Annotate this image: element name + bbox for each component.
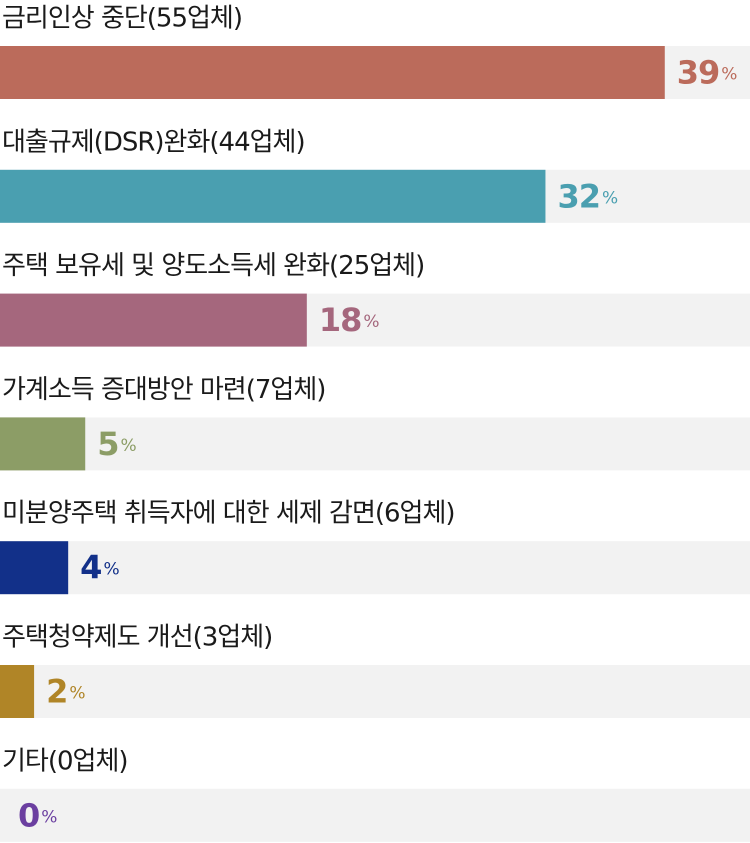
value-number: 5 <box>97 425 118 463</box>
category-label: 가계소득 증대방안 마련(7업체) <box>2 375 325 405</box>
bar <box>0 169 546 223</box>
value-unit: % <box>103 560 119 580</box>
value-unit: % <box>602 188 618 208</box>
value-label: 4% <box>80 549 119 587</box>
value-number: 2 <box>46 673 67 711</box>
value-label: 0% <box>18 796 57 834</box>
category-label: 대출규제(DSR)완화(44업체) <box>2 127 305 157</box>
value-label: 5% <box>97 425 136 463</box>
bar <box>0 541 69 595</box>
category-label: 주택청약제도 개선(3업체) <box>2 623 272 653</box>
value-unit: % <box>69 684 85 704</box>
category-label: 기타(0업체) <box>2 746 128 776</box>
category-label: 미분양주택 취득자에 대한 세제 감면(6업체) <box>2 499 455 529</box>
value-unit: % <box>363 312 379 332</box>
bar-track <box>0 788 750 842</box>
value-unit: % <box>721 65 737 85</box>
bar-track <box>0 541 750 595</box>
value-number: 0 <box>18 796 39 834</box>
category-label: 주택 보유세 및 양도소득세 완화(25업체) <box>2 251 424 281</box>
value-label: 2% <box>46 673 85 711</box>
value-number: 18 <box>319 301 362 339</box>
bar <box>0 46 665 99</box>
value-label: 39% <box>677 54 738 92</box>
bar-track <box>0 665 750 718</box>
bar-track <box>0 417 750 471</box>
value-number: 32 <box>557 177 600 215</box>
value-unit: % <box>120 436 136 456</box>
value-number: 4 <box>80 549 101 587</box>
bar <box>0 293 307 347</box>
bar <box>0 665 35 718</box>
category-label: 금리인상 중단(55업체) <box>2 4 242 34</box>
value-unit: % <box>41 807 57 827</box>
bar <box>0 417 86 471</box>
value-label: 32% <box>557 177 618 215</box>
value-label: 18% <box>319 301 380 339</box>
value-number: 39 <box>677 54 720 92</box>
